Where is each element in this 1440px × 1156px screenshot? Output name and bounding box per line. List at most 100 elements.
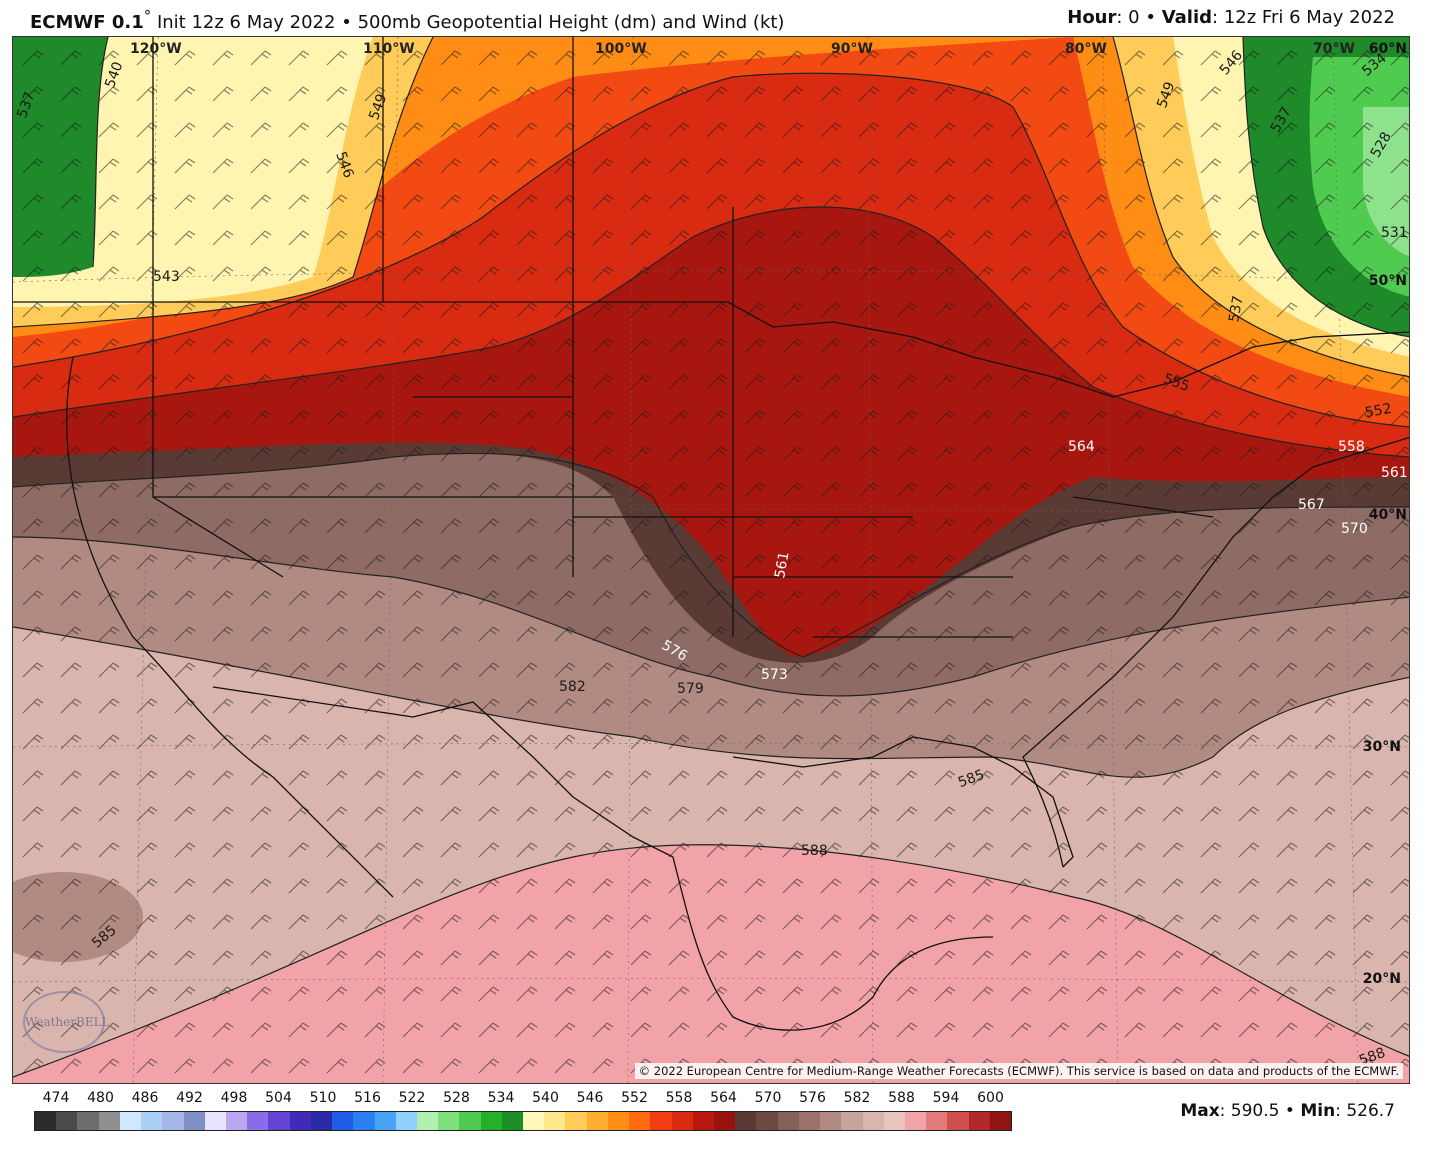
colorbar-swatch (459, 1112, 481, 1130)
colorbar-swatch (56, 1112, 78, 1130)
contour-label: 528 (1367, 129, 1395, 161)
boundaries (13, 37, 1409, 1031)
contour-label-layer: 537 540 543 546 549 546 549 537 534 528 … (13, 37, 1409, 1083)
hour-value: : 0 (1116, 7, 1140, 28)
header: ECMWF 0.1° Init 12z 6 May 2022 • 500mb G… (0, 0, 1440, 36)
colorbar-tick-label: 588 (888, 1090, 915, 1106)
colorbar-tick-label: 528 (443, 1090, 470, 1106)
colorbar-swatch (650, 1112, 672, 1130)
contour-label: 537 (1267, 104, 1295, 136)
title: ECMWF 0.1° Init 12z 6 May 2022 • 500mb G… (30, 7, 784, 33)
separator: • (1145, 7, 1156, 28)
colorbar-tick-label: 570 (754, 1090, 782, 1106)
lat-label: 30°N (1362, 739, 1401, 755)
colorbar-tick-label: 600 (977, 1090, 1004, 1106)
colorbar-swatch (353, 1112, 375, 1130)
colorbar-tick-label: 480 (87, 1090, 114, 1106)
colorbar-swatch (544, 1112, 566, 1130)
colorbar-swatch (268, 1112, 290, 1130)
contour-label: 537 (1226, 294, 1247, 324)
colorbar-swatch (714, 1112, 736, 1130)
colorbar-tick-label: 552 (621, 1090, 648, 1106)
colorbar-tick-label: 582 (843, 1090, 871, 1106)
colorbar-swatch (862, 1112, 884, 1130)
colorbar-swatch (162, 1112, 184, 1130)
colorbar-tick-label: 534 (487, 1090, 515, 1106)
valid-info: Hour: 0 • Valid: 12z Fri 6 May 2022 (1067, 7, 1395, 28)
colorbar-swatch (883, 1112, 905, 1130)
lon-label: 110°W (363, 41, 415, 57)
colorbar-swatch (438, 1112, 460, 1130)
wind-barbs (13, 37, 1409, 1083)
colorbar-tick-label: 474 (42, 1090, 70, 1106)
valid-label: Valid (1161, 7, 1213, 28)
contour-label: 582 (559, 679, 586, 695)
colorbar-tick-label: 504 (265, 1090, 292, 1106)
weatherbell-logo: WeatherBELL (23, 991, 110, 1053)
colorbar-swatch (523, 1112, 545, 1130)
colorbar-tick-label: 576 (799, 1090, 826, 1106)
lon-label: 90°W (831, 41, 873, 57)
colorbar-tick-label: 564 (710, 1090, 737, 1106)
lon-label: 100°W (595, 41, 647, 57)
max-value: : 590.5 (1219, 1101, 1280, 1121)
product-name: 500mb Geopotential Height (dm) and Wind … (357, 12, 785, 33)
colorbar-swatch (204, 1112, 226, 1130)
copyright-notice: © 2022 European Centre for Medium-Range … (634, 1063, 1403, 1079)
colorbar-swatch (98, 1112, 120, 1130)
colorbar-swatch (374, 1112, 396, 1130)
separator: • (341, 12, 352, 33)
contour-label: 585 (956, 766, 987, 792)
map-svg (13, 37, 1409, 1083)
contour-label: 585 (88, 922, 120, 952)
colorbar-swatch (289, 1112, 311, 1130)
contour-label: 561 (1381, 465, 1408, 481)
contour-label: 576 (658, 637, 690, 665)
colorbar-swatch (607, 1112, 630, 1130)
contour-label: 579 (677, 681, 704, 697)
max-label: Max (1180, 1101, 1220, 1121)
colorbar-swatch (904, 1112, 927, 1130)
colorbar-swatch (119, 1112, 142, 1130)
colorbar-swatch (756, 1112, 778, 1130)
contour-label: 552 (1363, 400, 1393, 422)
valid-value: : 12z Fri 6 May 2022 (1212, 7, 1395, 28)
colorbar-swatch (183, 1112, 205, 1130)
weather-map[interactable]: 120°W 110°W 100°W 90°W 80°W 70°W 60°N 50… (12, 36, 1410, 1084)
colorbar-swatch (798, 1112, 821, 1130)
colorbar-tick-label: 516 (354, 1090, 381, 1106)
colorbar-swatch (225, 1112, 248, 1130)
colorbar-swatch (586, 1112, 608, 1130)
colorbar-swatch (77, 1112, 99, 1130)
colorbar-tick-label: 546 (576, 1090, 604, 1106)
colorbar-swatch (501, 1112, 524, 1130)
colorbar-tick-label: 498 (220, 1090, 248, 1106)
degree-symbol: ° (143, 7, 152, 25)
contour-label: 570 (1341, 521, 1368, 537)
colorbar-swatch (629, 1112, 651, 1130)
contour-label: 573 (761, 667, 788, 683)
colorbar-labels: 474 480 486 492 498 504 510 516 522 528 534 540 546 5… (34, 1090, 1012, 1108)
contour-label: 537 (14, 89, 39, 121)
colorbar (34, 1111, 1012, 1131)
min-value: : 526.7 (1335, 1101, 1395, 1121)
colorbar-tick-label: 486 (131, 1090, 159, 1106)
lon-label: 120°W (130, 41, 182, 57)
lat-label: 60°N (1368, 41, 1407, 57)
colorbar-tick-label: 594 (932, 1090, 960, 1106)
contour-label: 549 (1154, 79, 1179, 111)
contour-label: 558 (1338, 439, 1365, 455)
lon-label: 70°W (1313, 41, 1355, 57)
colorbar-swatch (841, 1112, 863, 1130)
max-min-readout: Max: 590.5 • Min: 526.7 (1180, 1101, 1395, 1121)
colorbar-swatch (247, 1112, 269, 1130)
colorbar-swatch (926, 1112, 948, 1130)
contour-label: 546 (332, 149, 357, 181)
contour-label: 534 (1358, 50, 1390, 80)
contour-label: 567 (1298, 497, 1325, 513)
min-label: Min (1300, 1101, 1336, 1121)
colorbar-swatch (395, 1112, 417, 1130)
separator: • (1284, 1101, 1295, 1121)
lat-label: 50°N (1368, 273, 1407, 289)
contour-label: 531 (1381, 225, 1408, 241)
